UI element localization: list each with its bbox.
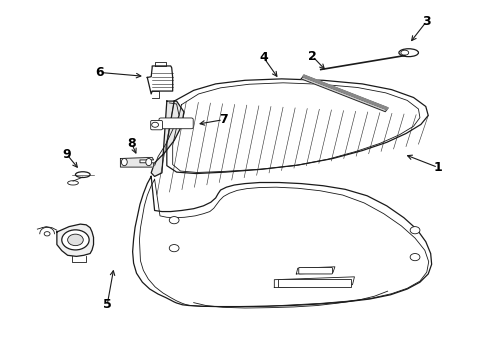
Polygon shape [57,224,94,256]
Text: 6: 6 [95,66,104,79]
Circle shape [169,244,179,252]
Text: 7: 7 [219,113,227,126]
Ellipse shape [75,172,90,177]
Ellipse shape [146,158,152,166]
FancyBboxPatch shape [151,121,162,130]
Circle shape [152,122,159,127]
Ellipse shape [122,158,127,166]
Polygon shape [303,75,388,109]
Polygon shape [147,66,172,94]
Circle shape [44,231,50,236]
Text: 9: 9 [62,148,71,161]
Polygon shape [301,75,388,112]
FancyBboxPatch shape [278,279,350,287]
Text: 4: 4 [259,51,268,64]
Text: 8: 8 [127,137,136,150]
Circle shape [410,253,420,261]
Ellipse shape [399,49,418,57]
Ellipse shape [68,181,78,185]
Polygon shape [133,176,432,307]
Circle shape [62,230,89,250]
FancyBboxPatch shape [299,267,332,274]
Circle shape [410,226,420,234]
Text: 5: 5 [103,298,112,311]
Circle shape [169,217,179,224]
Text: 2: 2 [308,50,317,63]
Polygon shape [167,79,428,174]
FancyBboxPatch shape [159,118,193,129]
Circle shape [68,234,83,246]
Ellipse shape [401,50,409,55]
Text: 1: 1 [434,161,442,174]
Polygon shape [151,101,184,176]
Text: 3: 3 [422,15,431,28]
Polygon shape [121,157,154,167]
